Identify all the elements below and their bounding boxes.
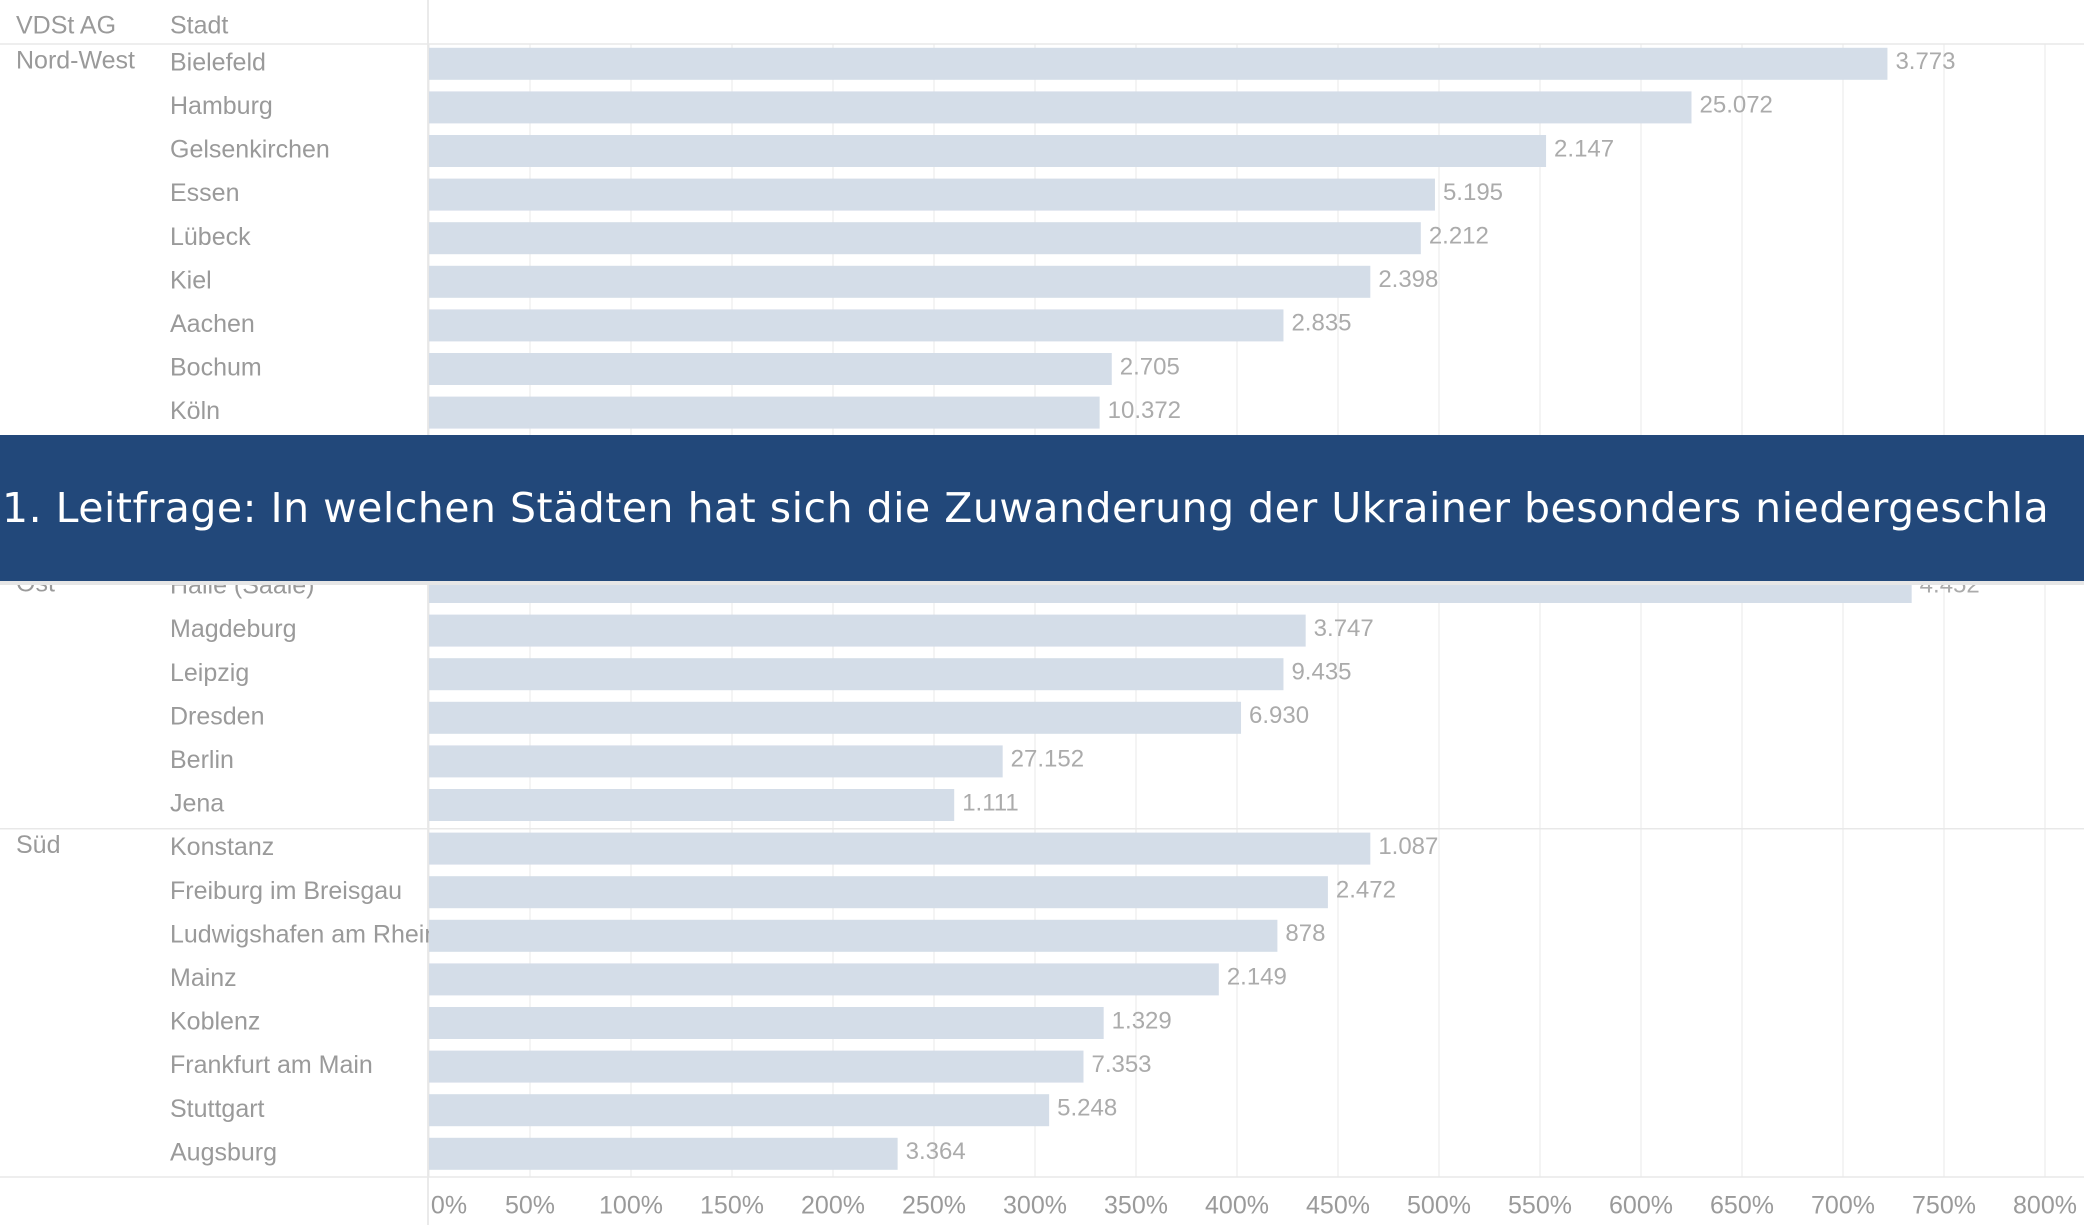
bar [429, 876, 1328, 909]
bar [429, 135, 1547, 167]
category-label: Koblenz [170, 1008, 260, 1036]
bar [429, 1050, 1084, 1083]
data-label: 2.212 [1429, 223, 1489, 250]
x-tick-label: 400% [1205, 1192, 1269, 1220]
bar [429, 832, 1371, 865]
data-label: 2.398 [1378, 266, 1438, 293]
category-label: Köln [170, 397, 220, 425]
bar [429, 1094, 1050, 1127]
category-label: Bochum [170, 354, 262, 382]
category-label: Freiburg im Breisgau [170, 877, 402, 905]
category-label: Magdeburg [170, 615, 296, 643]
bar [429, 963, 1219, 996]
category-label: Aachen [170, 310, 255, 338]
bar [429, 91, 1692, 124]
category-label: Kiel [170, 266, 212, 294]
category-label: Jena [170, 790, 224, 818]
data-label: 3.747 [1314, 615, 1374, 642]
x-tick-label: 550% [1508, 1192, 1572, 1220]
x-tick-label: 650% [1710, 1192, 1774, 1220]
data-label: 25.072 [1700, 92, 1773, 119]
x-tick-label: 150% [700, 1192, 764, 1220]
column-header: VDSt AG [16, 12, 116, 40]
category-label: Essen [170, 179, 239, 207]
bar [429, 789, 955, 821]
data-label: 1.329 [1112, 1007, 1172, 1034]
group-label: Nord-West [16, 46, 135, 74]
category-label: Augsburg [170, 1138, 277, 1166]
bar [429, 309, 1284, 342]
x-tick-label: 800% [2013, 1192, 2077, 1220]
category-label: Stuttgart [170, 1095, 265, 1123]
bar [429, 658, 1284, 691]
category-label: Frankfurt am Main [170, 1051, 373, 1079]
category-label: Mainz [170, 964, 237, 992]
x-tick-label: 50% [505, 1192, 555, 1220]
bar [429, 614, 1306, 647]
bar [429, 701, 1242, 734]
bar [429, 1007, 1104, 1039]
data-label: 2.835 [1291, 310, 1351, 337]
data-label: 6.930 [1249, 702, 1309, 729]
banner: 1. Leitfrage: In welchen Städten hat sic… [0, 435, 2084, 585]
x-tick-label: 600% [1609, 1192, 1673, 1220]
data-label: 27.152 [1011, 746, 1084, 773]
data-label: 1.087 [1378, 833, 1438, 860]
category-label: Gelsenkirchen [170, 136, 330, 164]
x-tick-label: 450% [1306, 1192, 1370, 1220]
bar [429, 919, 1278, 952]
bar [429, 222, 1421, 255]
category-label: Berlin [170, 746, 234, 774]
category-label: Leipzig [170, 659, 249, 687]
bar [429, 265, 1371, 298]
data-label: 3.364 [906, 1138, 966, 1165]
group-label: Süd [16, 831, 60, 859]
column-header: Stadt [170, 12, 228, 40]
x-tick-label: 750% [1912, 1192, 1976, 1220]
x-tick-label: 100% [599, 1192, 663, 1220]
banner-text: 1. Leitfrage: In welchen Städten hat sic… [2, 484, 2050, 532]
data-label: 2.149 [1227, 964, 1287, 991]
x-tick-label: 0% [431, 1192, 467, 1220]
category-label: Dresden [170, 702, 265, 730]
data-label: 10.372 [1108, 397, 1181, 424]
data-label: 878 [1285, 920, 1325, 947]
data-label: 9.435 [1291, 659, 1351, 686]
bar [429, 396, 1100, 429]
x-tick-label: 350% [1104, 1192, 1168, 1220]
bar [429, 178, 1435, 211]
data-label: 7.353 [1091, 1051, 1151, 1078]
bar [429, 47, 1888, 80]
data-label: 2.472 [1336, 877, 1396, 904]
x-tick-label: 500% [1407, 1192, 1471, 1220]
x-tick-label: 700% [1811, 1192, 1875, 1220]
category-label: Bielefeld [170, 48, 266, 76]
category-label: Lübeck [170, 223, 251, 251]
x-tick-label: 200% [801, 1192, 865, 1220]
data-label: 5.248 [1057, 1095, 1117, 1122]
bar [429, 353, 1112, 385]
bar [429, 745, 1003, 778]
data-label: 1.111 [962, 789, 1019, 816]
data-label: 5.195 [1443, 179, 1503, 206]
data-label: 3.773 [1895, 48, 1955, 75]
bar [429, 1137, 898, 1170]
category-label: Konstanz [170, 833, 274, 861]
category-label: Hamburg [170, 92, 273, 120]
category-label: Ludwigshafen am Rhein [170, 920, 438, 948]
x-tick-label: 250% [902, 1192, 966, 1220]
data-label: 2.705 [1120, 353, 1180, 380]
x-tick-label: 300% [1003, 1192, 1067, 1220]
data-label: 2.147 [1554, 135, 1614, 162]
